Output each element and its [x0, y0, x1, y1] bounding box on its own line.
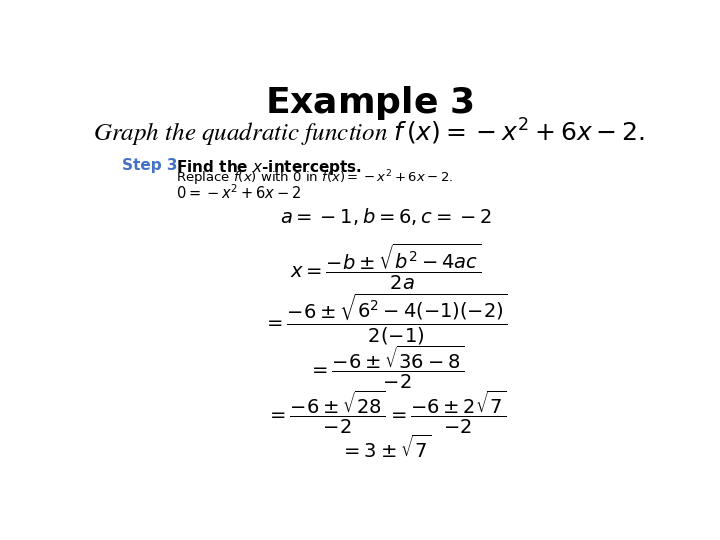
Text: $= \dfrac{-6 \pm \sqrt{28}}{-2} = \dfrac{-6 \pm 2\sqrt{7}}{-2}$: $= \dfrac{-6 \pm \sqrt{28}}{-2} = \dfrac…	[266, 389, 505, 436]
Text: Graph the quadratic function $f\,(x) = -x^{2} + 6x - 2.$: Graph the quadratic function $f\,(x) = -…	[93, 117, 645, 149]
Text: $= \dfrac{-6 \pm \sqrt{36 - 8}}{-2}$: $= \dfrac{-6 \pm \sqrt{36 - 8}}{-2}$	[307, 343, 464, 390]
Text: $0 = -x^2 + 6x - 2$: $0 = -x^2 + 6x - 2$	[176, 183, 302, 202]
Text: $\mathbf{Example\ 3}$: $\mathbf{Example\ 3}$	[265, 84, 473, 122]
Text: $= 3 \pm \sqrt{7}$: $= 3 \pm \sqrt{7}$	[341, 435, 431, 462]
Text: $= \dfrac{-6 \pm \sqrt{6^{2} - 4(-1)(-2)}}{2(-1)}$: $= \dfrac{-6 \pm \sqrt{6^{2} - 4(-1)(-2)…	[264, 292, 508, 347]
Text: $a = -1, b = 6, c = -2$: $a = -1, b = 6, c = -2$	[280, 206, 492, 227]
Text: $x = \dfrac{-b \pm \sqrt{b^{2} - 4ac}}{2a}$: $x = \dfrac{-b \pm \sqrt{b^{2} - 4ac}}{2…	[290, 241, 481, 292]
Text: Replace $f(x)$ with 0 in $f(x) = -x^2 + 6x - 2.$: Replace $f(x)$ with 0 in $f(x) = -x^2 + …	[176, 168, 454, 188]
Text: Step 3: Step 3	[122, 158, 178, 173]
Text: Find the $x$-intercepts.: Find the $x$-intercepts.	[176, 158, 362, 177]
